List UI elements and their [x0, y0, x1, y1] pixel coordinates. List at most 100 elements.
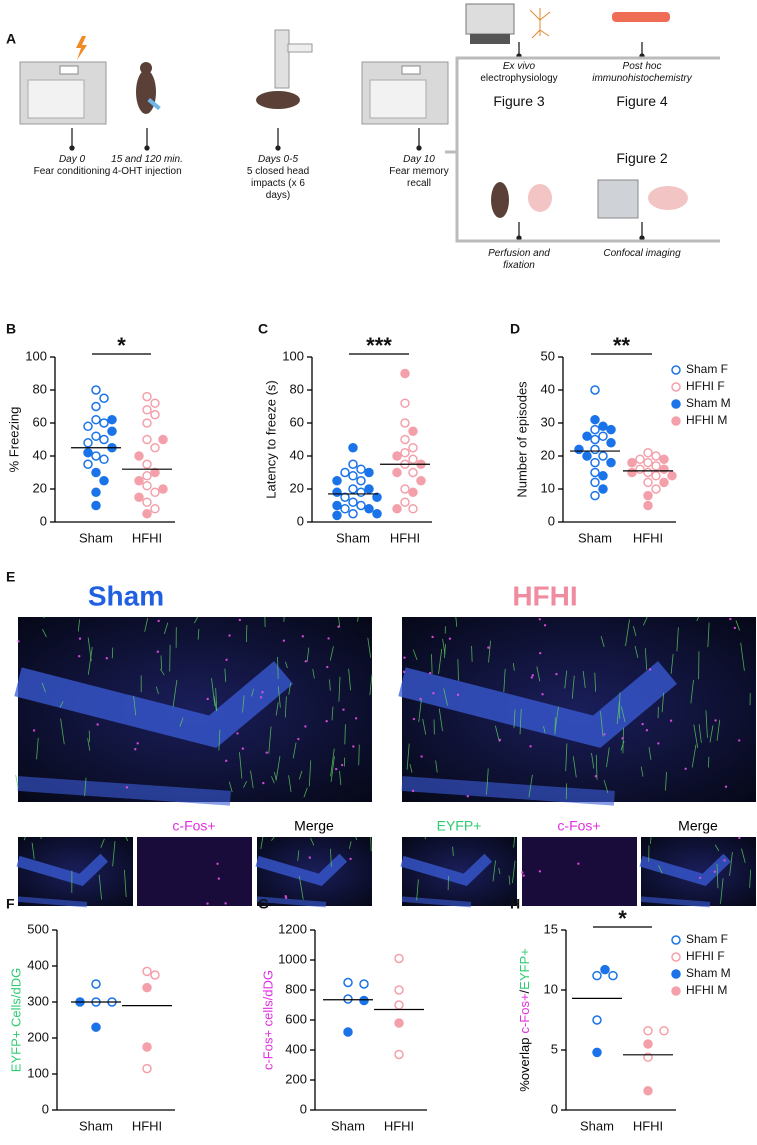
cfos-cell — [648, 668, 652, 671]
channel-label: c-Fos+ — [172, 818, 215, 834]
outcome-label: Perfusion and fixation — [479, 248, 559, 272]
data-point — [150, 467, 160, 478]
fiber — [179, 717, 184, 727]
fiber — [312, 669, 315, 679]
fiber — [87, 637, 92, 662]
y-axis-label-part: EYFP+ — [517, 948, 532, 990]
fiber — [124, 869, 127, 898]
cfos-cell — [428, 671, 432, 675]
cfos-cell — [125, 786, 129, 789]
data-point — [142, 480, 152, 491]
cfos-cell — [555, 672, 558, 676]
data-point — [582, 431, 592, 441]
x-tick-label: HFHI — [384, 1118, 414, 1133]
y-tick-label: 100 — [25, 348, 47, 363]
legend-label: Sham M — [686, 396, 731, 410]
cfos-cell — [134, 748, 137, 751]
data-point — [340, 504, 350, 514]
y-tick-label: 0 — [40, 513, 47, 528]
y-tick-label: 40 — [290, 447, 304, 462]
fiber — [443, 688, 448, 706]
data-point — [343, 1027, 353, 1037]
data-point — [158, 434, 168, 445]
data-point — [372, 492, 382, 502]
data-point — [627, 457, 637, 468]
fiber — [693, 724, 699, 749]
data-point — [91, 451, 101, 461]
fiber — [271, 836, 275, 841]
data-point — [150, 410, 160, 420]
data-point — [107, 414, 117, 425]
step-label: Days 0-5 5 closed head impacts (x 6 days) — [238, 154, 318, 202]
fiber — [741, 848, 746, 863]
fiber — [705, 710, 708, 738]
data-point — [408, 504, 418, 514]
y-tick-label: 10 — [541, 480, 555, 495]
fiber — [519, 709, 522, 735]
data-point — [392, 467, 402, 478]
fiber — [486, 768, 489, 795]
fiber — [418, 698, 422, 723]
fiber — [273, 772, 277, 780]
fiber — [513, 836, 516, 848]
fiber — [565, 743, 568, 772]
fiber — [288, 683, 291, 695]
cfos-cell — [594, 775, 598, 778]
data-point — [364, 467, 374, 478]
fiber — [98, 874, 103, 900]
cfos-cell — [340, 763, 344, 767]
cfos-cell — [448, 637, 452, 640]
fiber — [329, 679, 331, 691]
fiber — [409, 763, 413, 773]
y-tick-label: 0 — [300, 1101, 307, 1116]
figure-ref: Figure 2 — [616, 150, 668, 166]
y-tick-label: 20 — [290, 480, 304, 495]
cfos-cell — [737, 739, 741, 742]
icon-brain — [491, 179, 688, 219]
y-axis-label: %overlap c-Fos+/EYFP+ — [517, 948, 532, 1091]
figure-ref: Figure 3 — [493, 93, 545, 109]
data-point — [590, 424, 600, 435]
data-point — [356, 487, 366, 498]
fiber — [59, 701, 64, 708]
data-point — [107, 426, 117, 436]
outcome-label: Post hoc immunohistochemistry — [582, 61, 702, 85]
data-point — [99, 393, 109, 403]
y-tick-label: 5 — [551, 1041, 558, 1056]
fiber — [292, 742, 297, 759]
legend-marker — [671, 365, 681, 375]
data-point — [600, 964, 610, 975]
cfos-cell — [157, 619, 160, 623]
cfos-cell — [431, 635, 434, 639]
y-tick-label: 20 — [541, 447, 555, 462]
fiber — [355, 836, 358, 841]
significance: * — [117, 333, 126, 358]
x-tick-label: HFHI — [633, 530, 663, 545]
y-tick-label: 200 — [27, 1029, 49, 1044]
data-point — [606, 424, 616, 435]
fiber — [661, 692, 665, 713]
cfos-cell — [738, 836, 741, 840]
step-label: Day 0 Fear conditioning — [32, 154, 112, 178]
fiber — [528, 774, 533, 798]
cfos-cell — [342, 708, 345, 711]
data-point — [643, 477, 653, 488]
data-point — [150, 487, 160, 498]
fiber — [503, 669, 506, 693]
data-point — [142, 982, 152, 993]
step-label: Day 10 Fear memory recall — [379, 154, 459, 190]
x-tick-label: Sham — [580, 1118, 614, 1133]
legend-marker — [671, 969, 681, 979]
legend-marker — [671, 935, 681, 945]
data-point — [142, 1063, 152, 1074]
fiber — [698, 724, 702, 743]
y-tick-label: 50 — [541, 348, 555, 363]
legend-label: Sham M — [686, 966, 731, 980]
fiber — [412, 649, 418, 661]
granule-layer — [17, 776, 231, 806]
fiber — [172, 679, 178, 708]
legend-marker — [671, 399, 681, 409]
icon-chamber — [361, 61, 449, 125]
fiber — [306, 647, 310, 662]
